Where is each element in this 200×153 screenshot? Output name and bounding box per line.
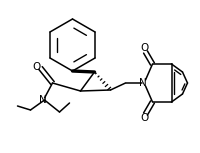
Text: O: O	[140, 43, 149, 53]
Text: O: O	[140, 113, 149, 123]
Text: N: N	[39, 95, 46, 105]
Text: O: O	[32, 62, 41, 72]
Text: N: N	[139, 78, 146, 88]
